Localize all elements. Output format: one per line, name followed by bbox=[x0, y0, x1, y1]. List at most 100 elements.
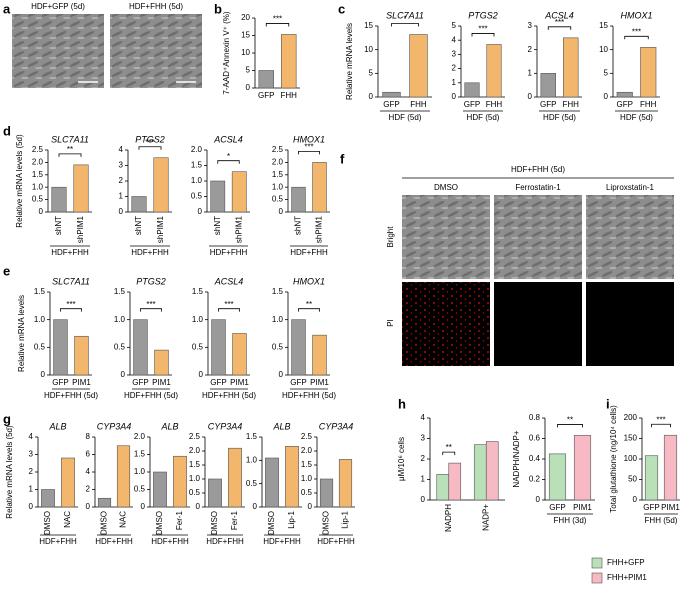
micrograph bbox=[402, 282, 490, 366]
significance-bracket bbox=[471, 33, 495, 37]
y-tick-label: 1.5 bbox=[192, 287, 204, 296]
bar bbox=[41, 489, 55, 508]
x-tick-label: FHH bbox=[410, 100, 427, 109]
x-axis-label: HDF (5d) bbox=[467, 113, 500, 122]
y-tick-label: 2.5 bbox=[189, 432, 201, 441]
y-tick-label: 0.5 bbox=[191, 192, 203, 201]
x-axis-label: HDF+FHH bbox=[151, 537, 189, 546]
y-tick-label: 0 bbox=[39, 207, 44, 216]
y-tick-label: 2.5 bbox=[272, 145, 284, 154]
x-tick-label: Lip-1 bbox=[341, 510, 350, 528]
y-tick-label: 0.5 bbox=[32, 195, 44, 204]
y-tick-label: 1 bbox=[528, 68, 533, 77]
y-axis-label: Relative mRNA levels (5d) bbox=[5, 425, 14, 519]
y-tick-label: 0 bbox=[246, 83, 251, 92]
bar bbox=[61, 457, 75, 508]
legend-swatch bbox=[591, 557, 603, 569]
y-tick-label: 2.0 bbox=[272, 158, 284, 167]
row-label: PI bbox=[386, 319, 395, 327]
y-tick-label: 1.5 bbox=[134, 450, 146, 459]
x-tick-label: Fer-1 bbox=[175, 510, 184, 530]
x-axis-label: HDF+FHH (5d) bbox=[202, 391, 256, 400]
x-tick-label: shPIM1 bbox=[234, 215, 243, 243]
panel-letter: i bbox=[606, 396, 610, 411]
x-tick-label: GFP bbox=[464, 100, 480, 109]
significance-bracket bbox=[140, 308, 162, 312]
significance-bracket bbox=[218, 308, 240, 312]
x-tick-label: GFP bbox=[549, 503, 565, 512]
chart-title: HMOX1 bbox=[620, 10, 652, 20]
legend-label: FHH+GFP bbox=[607, 558, 645, 567]
y-tick-label: 1 bbox=[421, 475, 426, 484]
significance-label: *** bbox=[304, 143, 313, 152]
chart-title: PTGS2 bbox=[468, 10, 498, 20]
x-tick-label: shNT bbox=[213, 216, 222, 235]
x-axis-label: HDF (5d) bbox=[389, 113, 422, 122]
chart-title: ALB bbox=[272, 421, 290, 431]
y-tick-label: 0.6 bbox=[529, 434, 541, 443]
bar bbox=[312, 334, 327, 376]
significance-label: ** bbox=[67, 145, 73, 154]
x-tick-label: GFP bbox=[290, 378, 306, 387]
bar bbox=[540, 73, 556, 98]
y-tick-label: 0.5 bbox=[301, 488, 313, 497]
y-tick-label: 1.0 bbox=[272, 315, 284, 324]
bar bbox=[663, 434, 678, 501]
bar bbox=[448, 462, 462, 501]
bar bbox=[644, 455, 659, 501]
y-tick-label: 100 bbox=[624, 454, 638, 463]
bar bbox=[485, 441, 499, 501]
y-tick-label: 4 bbox=[421, 413, 426, 422]
bar bbox=[281, 34, 297, 89]
y-tick-label: 50 bbox=[628, 475, 637, 484]
y-tick-label: 2.0 bbox=[189, 446, 201, 455]
bar bbox=[265, 457, 279, 508]
x-tick-label: GFP bbox=[258, 91, 274, 100]
bar bbox=[258, 70, 274, 89]
y-tick-label: 4 bbox=[119, 145, 124, 154]
chart-title: CYP3A4 bbox=[97, 421, 132, 431]
bar bbox=[285, 446, 299, 508]
panel-letter: g bbox=[3, 411, 11, 426]
y-tick-label: 0.5 bbox=[246, 479, 258, 488]
significance-bracket bbox=[265, 23, 290, 27]
significance-label: ** bbox=[567, 416, 573, 425]
y-tick-label: 1.5 bbox=[246, 432, 258, 441]
y-tick-label: 1.5 bbox=[114, 287, 126, 296]
x-tick-label: GFP bbox=[210, 378, 226, 387]
significance-label: * bbox=[403, 15, 406, 24]
significance-label: *** bbox=[656, 415, 665, 424]
y-tick-label: 10 bbox=[241, 48, 250, 57]
y-tick-label: 1.5 bbox=[272, 170, 284, 179]
x-tick-label: shPIM1 bbox=[76, 215, 85, 243]
significance-bracket bbox=[138, 146, 162, 150]
y-tick-label: 3 bbox=[528, 21, 533, 30]
x-tick-label: NADP+ bbox=[481, 504, 490, 531]
column-label: Ferrostatin-1 bbox=[515, 183, 561, 192]
y-tick-label: 1.0 bbox=[192, 315, 204, 324]
chart-title: ALB bbox=[160, 421, 178, 431]
chart-title: PTGS2 bbox=[136, 276, 166, 286]
y-tick-label: 2.0 bbox=[134, 432, 146, 441]
y-tick-label: 0 bbox=[308, 502, 313, 511]
y-tick-label: 0 bbox=[119, 207, 124, 216]
x-tick-label: DMSO bbox=[155, 511, 164, 535]
bar bbox=[73, 164, 89, 213]
panel-letter: a bbox=[3, 1, 11, 16]
significance-label: ** bbox=[306, 300, 312, 309]
micrograph bbox=[12, 14, 104, 88]
y-tick-label: 1.0 bbox=[32, 182, 44, 191]
bar bbox=[486, 44, 502, 98]
bar bbox=[51, 186, 67, 213]
x-tick-label: FHH bbox=[486, 100, 503, 109]
chart-title: HMOX1 bbox=[293, 276, 325, 286]
row-label: Bright bbox=[386, 226, 395, 248]
significance-bracket bbox=[60, 308, 82, 312]
significance-bracket bbox=[298, 151, 320, 155]
significance-label: *** bbox=[273, 15, 282, 24]
y-tick-label: 0 bbox=[421, 495, 426, 504]
panel-letter: d bbox=[3, 123, 11, 138]
x-tick-label: DMSO bbox=[43, 511, 52, 535]
x-tick-label: shPIM1 bbox=[315, 215, 324, 243]
x-axis-label: HDF+FHH (5d) bbox=[282, 391, 336, 400]
